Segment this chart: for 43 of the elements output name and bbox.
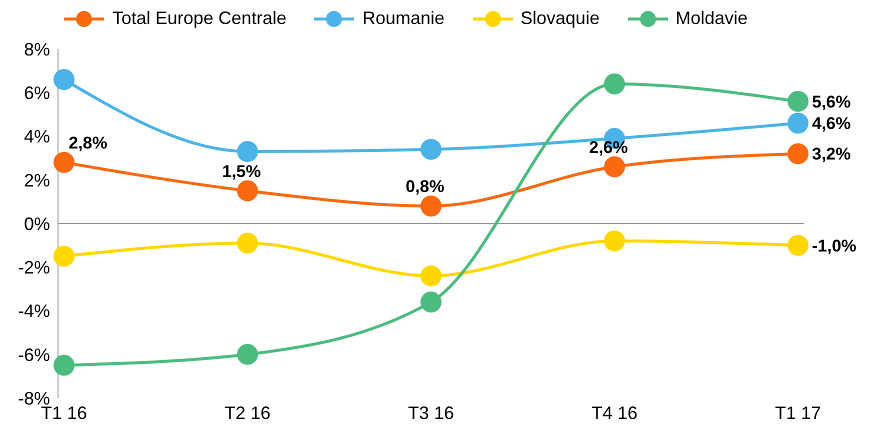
y-tick-label: -4% bbox=[18, 301, 50, 322]
point bbox=[237, 180, 258, 202]
data-label: 2,6% bbox=[589, 138, 628, 157]
legend-label: Slovaquie bbox=[520, 8, 600, 29]
data-label: 4,6% bbox=[812, 114, 851, 134]
point bbox=[54, 69, 74, 90]
point bbox=[420, 196, 442, 217]
point bbox=[788, 90, 808, 112]
legend-label: Moldavie bbox=[674, 8, 748, 29]
point bbox=[54, 152, 74, 173]
legend-label: Total Europe Centrale bbox=[111, 8, 286, 29]
y-tick-label: -2% bbox=[18, 258, 50, 278]
point bbox=[237, 141, 258, 162]
y-tick-label: 6% bbox=[24, 83, 50, 104]
point bbox=[420, 138, 442, 160]
y-tick-label: -6% bbox=[18, 344, 50, 365]
data-label: 2,8% bbox=[68, 133, 108, 152]
x-tick-label: T1 17 bbox=[774, 402, 822, 423]
data-label: 1,5% bbox=[222, 162, 261, 181]
point bbox=[237, 344, 258, 365]
data-label: -1,0% bbox=[812, 236, 856, 256]
point bbox=[420, 265, 442, 286]
point bbox=[604, 230, 625, 252]
point bbox=[420, 292, 442, 313]
y-tick-label: 8% bbox=[24, 39, 50, 60]
x-tick-label: T3 16 bbox=[408, 402, 454, 423]
point bbox=[604, 73, 625, 94]
y-tick-label: 2% bbox=[24, 170, 50, 190]
point bbox=[237, 232, 258, 254]
y-tick-label: 0% bbox=[24, 214, 50, 234]
x-tick-label: T4 16 bbox=[591, 402, 638, 423]
y-tick-label: 4% bbox=[24, 126, 50, 147]
x-tick-label: T2 16 bbox=[224, 402, 271, 423]
point bbox=[54, 246, 74, 267]
data-label: 3,2% bbox=[812, 144, 851, 164]
data-label: 0,8% bbox=[406, 177, 444, 196]
point bbox=[788, 234, 808, 256]
point bbox=[54, 354, 74, 376]
point bbox=[788, 112, 808, 134]
data-label: 5,6% bbox=[812, 92, 851, 112]
legend-label: Roumanie bbox=[361, 8, 445, 29]
point bbox=[604, 156, 625, 178]
point bbox=[788, 143, 808, 164]
